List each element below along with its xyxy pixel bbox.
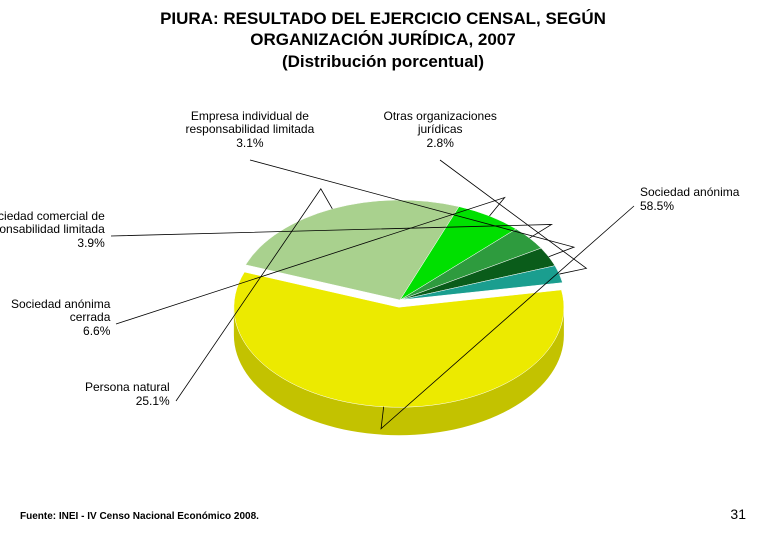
data-label-pct: 3.1% (186, 137, 315, 151)
data-label-pct: 3.9% (0, 237, 105, 251)
data-label-text: Otras organizaciones jurídicas (384, 110, 497, 138)
data-label-pct: 2.8% (384, 137, 497, 151)
data-label: Sociedad anónima58.5% (640, 186, 739, 214)
data-label-text: Sociedad anónima (640, 186, 739, 200)
data-label: Persona natural25.1% (85, 381, 170, 409)
data-label-text: Persona natural (85, 381, 170, 395)
data-label-text: Sociedad anónima cerrada (11, 298, 110, 326)
data-label-text: Sociedad comercial de responsabilidad li… (0, 210, 105, 238)
chart-title: PIURA: RESULTADO DEL EJERCICIO CENSAL, S… (0, 8, 766, 72)
pie-chart (0, 0, 766, 540)
data-label: Empresa individual de responsabilidad li… (186, 110, 315, 151)
data-label-text: Empresa individual de responsabilidad li… (186, 110, 315, 138)
data-label: Sociedad anónima cerrada6.6% (11, 298, 110, 339)
data-label: Sociedad comercial de responsabilidad li… (0, 210, 105, 251)
source-text: Fuente: INEI - IV Censo Nacional Económi… (20, 511, 259, 522)
title-line-2: ORGANIZACIÓN JURÍDICA, 2007 (0, 29, 766, 50)
title-line-3: (Distribución porcentual) (0, 51, 766, 72)
data-label-pct: 6.6% (11, 325, 110, 339)
page-number: 31 (730, 506, 746, 522)
title-line-1: PIURA: RESULTADO DEL EJERCICIO CENSAL, S… (0, 8, 766, 29)
data-label-pct: 58.5% (640, 200, 739, 214)
data-label: Otras organizaciones jurídicas2.8% (384, 110, 497, 151)
data-label-pct: 25.1% (85, 395, 170, 409)
